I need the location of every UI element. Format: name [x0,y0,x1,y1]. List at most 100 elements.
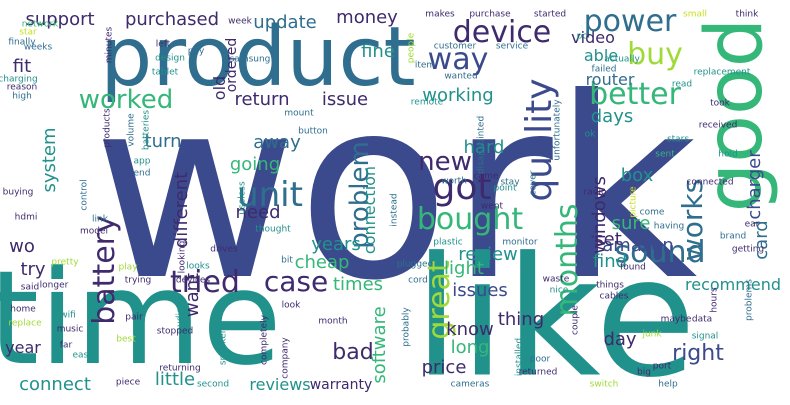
word-look: look [281,300,301,311]
word-box: box [620,165,654,186]
word-bad: bad [332,340,374,365]
word-speakers: speakers [218,324,229,366]
word-pair: pair [125,312,143,323]
word-devices: devices [175,275,211,286]
word-cover: cover [528,170,539,196]
word-buy: buy [627,37,683,72]
word-monitor: monitor [502,237,538,248]
word-connect: connect [19,374,91,395]
word-drives: drives [210,244,238,255]
word-ok: ok [584,129,596,140]
word-got: got [432,167,492,208]
word-model: model [79,226,109,237]
word-customer: customer [433,41,477,52]
word-plastic: plastic [433,237,463,248]
word-best: best [116,334,136,345]
word-tried: tried [170,265,240,300]
word-unit: unit [237,175,303,215]
word-different: different [171,171,192,249]
word-far: far [59,340,73,351]
word-come: come [639,207,665,218]
word-actually: actually [604,54,640,65]
word-completely: completely [259,315,270,365]
word-right: right [672,341,724,366]
word-stay: stay [500,177,520,188]
word-brand: brand [719,231,747,242]
word-amazon: amazon [602,235,674,256]
word-week: week [228,16,252,27]
word-tablet: tablet [151,67,179,78]
word-fine: fine [361,41,395,62]
word-connected: connected [686,177,734,188]
word-ear: ear [744,219,760,230]
word-recommend: recommend [685,275,781,294]
word-couple: couple [570,305,581,335]
word-work: work [92,44,698,335]
word-purchase: purchase [469,9,511,20]
word-wanted: wanted [444,71,478,82]
word-worked: worked [78,85,174,115]
word-pay: pay [187,46,205,57]
word-months: months [550,203,585,317]
word-purchased: purchased [124,9,220,30]
word-need: need [235,202,281,223]
word-second: second [196,379,230,390]
word-control: control [79,179,90,211]
word-company: company [280,337,291,379]
word-update: update [253,12,317,33]
word-data: data [691,314,713,325]
word-charger: charger [744,150,765,220]
word-problems: problems [744,279,755,321]
word-power: power [583,4,677,39]
word-longer: longer [39,280,69,291]
word-long: long [450,337,490,358]
word-probably: probably [401,307,412,347]
word-stopped: stopped [156,326,194,337]
word-music: music [56,324,84,335]
word-point: point [493,183,517,194]
word-looks: looks [186,261,210,272]
word-failed: failed [591,64,617,75]
word-plugged: plugged [396,259,434,270]
word-going: going [229,154,281,175]
word-system: system [39,127,60,193]
word-left: left [155,39,171,50]
word-router: router [585,70,635,89]
word-buying: buying [2,187,34,198]
word-service: service [495,41,529,52]
word-times: times [332,274,384,295]
word-switch: switch [589,379,619,390]
word-help: help [658,379,678,390]
word-signal: signal [691,331,719,342]
word-issue: issue [321,89,369,110]
word-returned: returned [518,367,558,378]
word-wo: wo [9,236,35,257]
word-able: able [583,46,619,65]
word-network: network [21,19,59,30]
word-started: started [533,9,567,20]
word-try: try [20,259,46,280]
word-reason: reason [6,82,38,93]
word-sure: sure [611,213,651,234]
word-charging: charging [0,74,38,85]
word-maybe: maybe [660,314,692,325]
word-time: time [0,242,282,394]
word-set: set [594,229,622,250]
word-products: products [102,108,113,148]
word-star: star [19,27,37,38]
word-month: month [318,316,348,327]
word-reviews: reviews [249,375,311,394]
word-new: new [418,147,472,177]
word-case: case [263,265,329,298]
word-software: software [369,306,390,384]
word-money: money [336,7,398,28]
word-having: having [653,221,685,232]
word-product: product [100,10,416,105]
word-samsung: samsung [229,54,271,65]
word-looking: looking [177,240,188,274]
word-trying: trying [124,275,152,286]
word-junk: junk [642,329,662,340]
word-ordered: ordered [224,37,240,93]
word-link: link [92,214,108,225]
